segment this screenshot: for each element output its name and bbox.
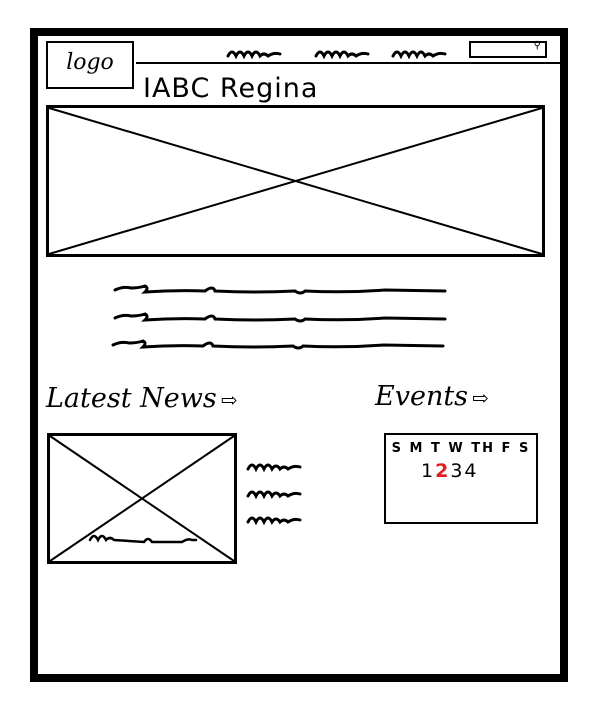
- news-link-3[interactable]: [246, 516, 302, 526]
- calendar-date[interactable]: 3: [450, 460, 465, 482]
- calendar-date[interactable]: 1: [421, 460, 436, 482]
- news-link-1[interactable]: [246, 463, 302, 473]
- nav-link-2[interactable]: [314, 50, 370, 60]
- latest-news-label: Latest News: [46, 383, 217, 414]
- page-frame: logo IABC Regina ⚲ Latest News ⇨: [30, 28, 568, 682]
- events-calendar[interactable]: S M T W TH F S 1234: [384, 433, 538, 524]
- site-title: IABC Regina: [143, 73, 319, 104]
- latest-news-heading[interactable]: Latest News ⇨: [46, 383, 237, 414]
- news-image-placeholder-icon: [49, 435, 235, 562]
- intro-text-line-3: [111, 339, 445, 350]
- nav-link-3[interactable]: [391, 50, 447, 60]
- hero-image-placeholder-icon: [48, 107, 543, 255]
- calendar-date-highlighted[interactable]: 2: [435, 460, 451, 482]
- events-heading[interactable]: Events ⇨: [375, 381, 489, 412]
- intro-text-block: [111, 284, 447, 350]
- top-nav: [226, 50, 447, 60]
- calendar-date[interactable]: 4: [464, 460, 479, 482]
- intro-text-line-2: [113, 312, 447, 323]
- nav-link-1[interactable]: [226, 50, 282, 60]
- search-icon[interactable]: ⚲: [533, 40, 541, 51]
- arrow-right-icon[interactable]: ⇨: [472, 385, 489, 410]
- events-label: Events: [375, 381, 469, 412]
- intro-text-line-1: [113, 284, 447, 295]
- logo[interactable]: logo: [46, 41, 134, 89]
- hero-image: [46, 105, 545, 257]
- news-link-2[interactable]: [246, 490, 302, 500]
- logo-label: logo: [66, 50, 114, 75]
- news-image[interactable]: [47, 433, 237, 564]
- arrow-right-icon[interactable]: ⇨: [220, 387, 238, 412]
- calendar-dates: 1234: [421, 460, 479, 482]
- calendar-day-headers: S M T W TH F S: [391, 441, 531, 456]
- search-input[interactable]: ⚲: [469, 40, 547, 58]
- news-links: [246, 463, 302, 526]
- header-divider: [136, 62, 560, 64]
